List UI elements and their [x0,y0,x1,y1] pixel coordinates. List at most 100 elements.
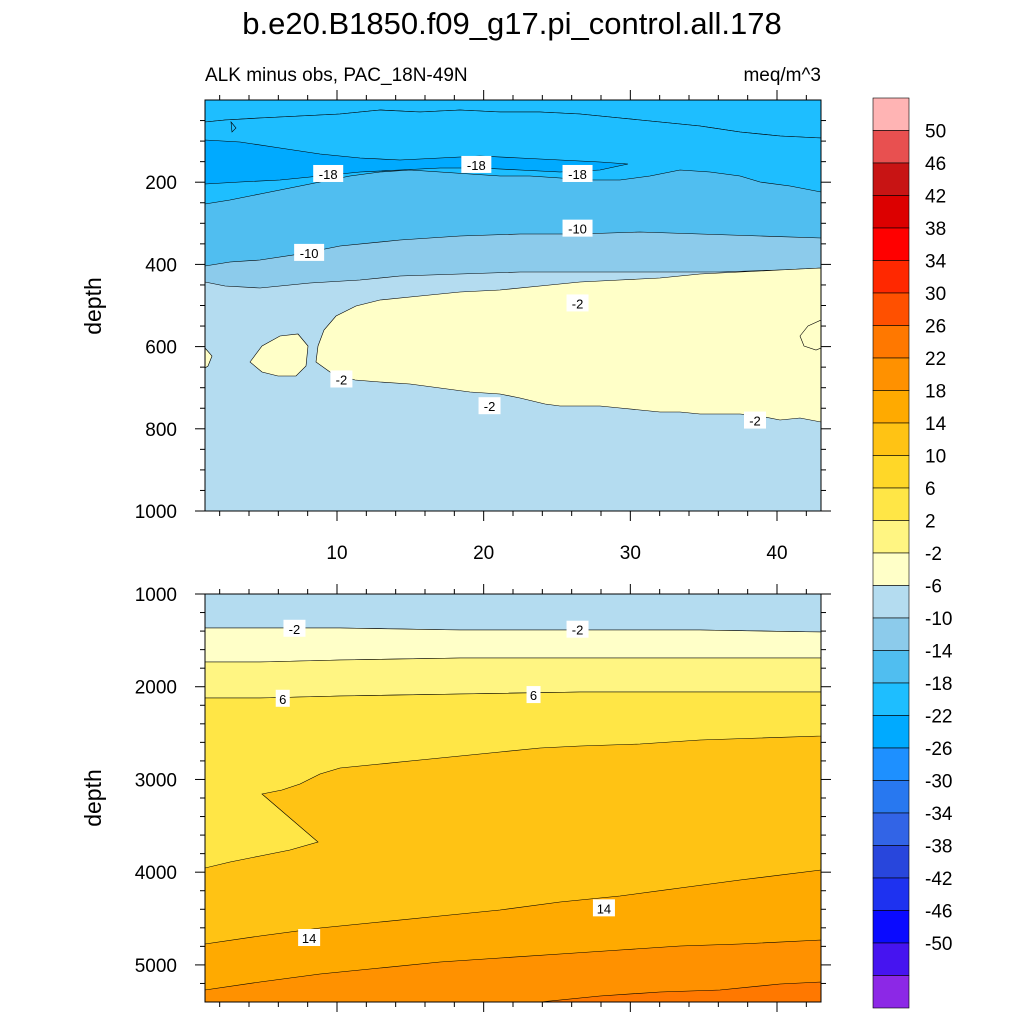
colorbar-box [872,942,910,976]
contour-label: -10 [300,246,319,261]
lower-ylabel: depth [80,769,106,827]
colorbar-label: 22 [925,349,946,370]
contour-label-bg [562,219,593,237]
contour-label-bg [526,686,541,704]
colorbar-box [872,715,910,749]
colorbar-box [872,455,910,489]
colorbar-box [872,812,910,846]
colorbar-box [872,585,910,619]
colorbar-label: 46 [925,154,946,175]
colorbar-label: -30 [925,772,952,793]
contour-label-bg [562,164,593,182]
y-tick-label: 200 [145,173,177,194]
contour-label: 6 [530,688,537,703]
x-tick-label: 30 [620,543,641,564]
colorbar-label: -14 [925,642,953,663]
colorbar-box [872,162,910,196]
contour-label: -2 [289,622,301,637]
colorbar-label: 14 [925,414,947,435]
colorbar-box [872,325,910,359]
colorbar-label: -46 [925,902,952,923]
colorbar-label: 30 [925,284,946,305]
y-tick-label: 800 [145,420,177,441]
colorbar-label: 50 [925,122,946,143]
colorbar-box [872,682,910,716]
colorbar-box [872,390,910,424]
y-tick-label: 3000 [135,770,177,791]
colorbar-box [872,260,910,294]
colorbar-label: -34 [925,804,953,825]
colorbar-label: 42 [925,187,946,208]
contour-label: -2 [572,623,584,638]
contour-label-bg [461,155,492,173]
y-tick-label: 400 [145,255,177,276]
colorbar-box [872,195,910,229]
contour-label: -2 [484,399,496,414]
colorbar-box [872,617,910,651]
colorbar-box [872,227,910,261]
colorbar-box [872,552,910,586]
colorbar-box [872,487,910,521]
contour-label-bg [298,929,321,947]
contour-label-bg [283,619,306,637]
colorbar-box [872,780,910,814]
colorbar-label: -38 [925,837,952,858]
region-m2-2-left [205,347,213,369]
colorbar-label: 26 [925,317,946,338]
small-contour [230,121,237,133]
contour-label-bg [566,620,589,638]
contour-label-bg [592,899,615,917]
lower-panel: 1000 2000 3000 4000 5000 -2 -2 6 6 14 14 depth [80,584,831,1012]
colorbar-label: -18 [925,674,952,695]
colorbar-label: 38 [925,219,946,240]
colorbar-label: -2 [925,544,942,565]
contour-label: -2 [749,414,761,429]
colorbar-label: -22 [925,707,952,728]
colorbar-label: 2 [925,512,936,533]
region-p6-10-lower [205,691,821,869]
colorbar-label: -10 [925,609,952,630]
colorbar-label: 10 [925,447,946,468]
contour-label: 14 [302,931,316,946]
colorbar-label: 34 [925,252,947,273]
contour-label-bg [744,411,766,429]
x-tick-label: 40 [766,543,787,564]
lower-contour-fill [205,594,821,1002]
contour-label: -2 [572,296,584,311]
y-tick-label: 4000 [135,863,177,884]
contour-label: -10 [568,222,587,237]
colorbar-box [872,845,910,879]
colorbar-box [872,520,910,554]
y-tick-label: 5000 [135,956,177,977]
contour-label-bg [294,243,325,261]
colorbar: 50 46 42 38 34 30 26 22 18 14 10 6 2 -2 -6 -10 -14 -18 -22… [872,97,953,1009]
colorbar-box [872,292,910,326]
lower-axis-ticks: 1000 2000 3000 4000 5000 [135,584,831,1012]
region-m18-14-band [205,109,821,205]
subtitle-left: ALK minus obs, PAC_18N-49N [205,65,468,86]
colorbar-label: -42 [925,869,952,890]
colorbar-box [872,877,910,911]
colorbar-box [872,650,910,684]
contour-label: -18 [467,158,486,173]
colorbar-box [872,910,910,944]
region-m2-2-blob [249,333,309,377]
region-m2-2 [315,267,821,423]
contour-label: -2 [336,372,348,387]
region-m2-2-right [799,319,821,351]
y-tick-label: 1000 [135,585,177,606]
contour-label: 6 [279,692,286,707]
y-tick-label: 600 [145,338,177,359]
contour-label-bg [566,294,589,312]
upper-contour-fill [205,100,821,511]
colorbar-box [872,97,910,131]
contour-label-bg [478,397,501,415]
contour-label-bg [275,689,290,707]
x-tick-label: 20 [473,543,494,564]
colorbar-box [872,747,910,781]
upper-ylabel: depth [80,277,106,335]
colorbar-box [872,357,910,391]
colorbar-label: 18 [925,382,946,403]
colorbar-label: 6 [925,479,936,500]
